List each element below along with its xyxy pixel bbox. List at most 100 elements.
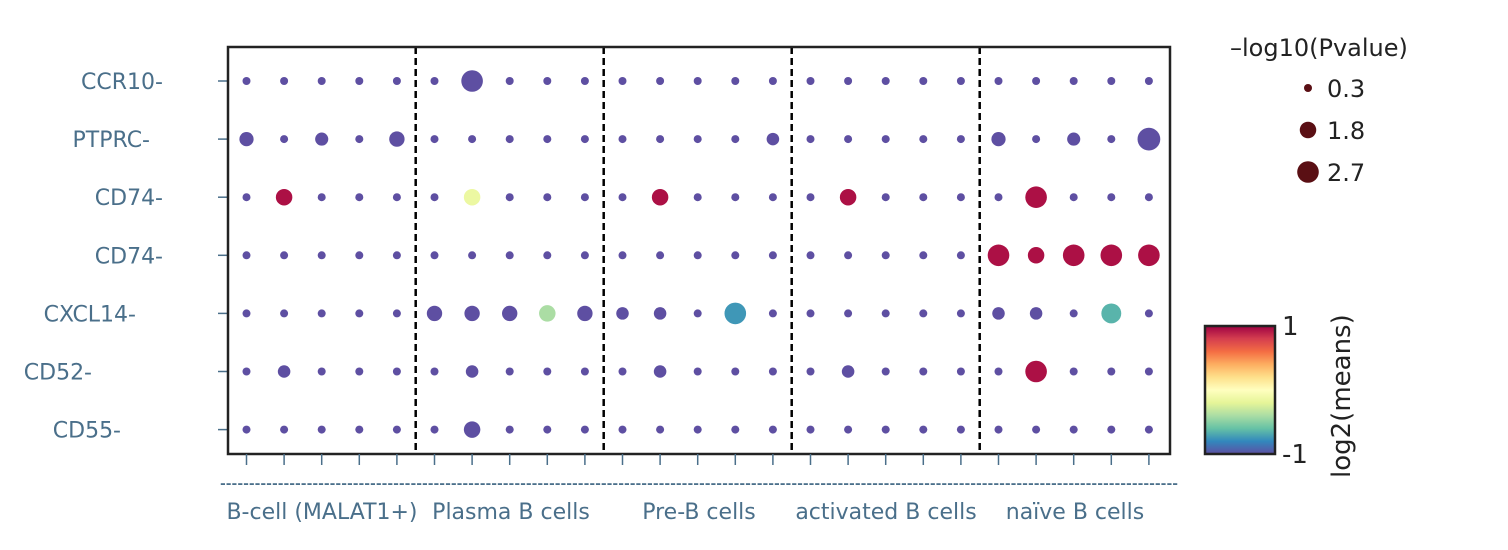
dot-3-23 bbox=[1100, 244, 1123, 267]
dot-0-21 bbox=[1032, 77, 1041, 85]
size-legend: 0.3 1.8 2.7 bbox=[1297, 75, 1365, 187]
dot-1-7 bbox=[505, 135, 514, 144]
dot-2-15 bbox=[806, 193, 815, 202]
y-label-2: CD74- bbox=[95, 186, 163, 211]
dot-4-1 bbox=[280, 309, 289, 318]
colorbar-tick-label-0: 1 bbox=[1282, 312, 1299, 342]
dot-1-1 bbox=[280, 135, 289, 144]
dot-4-15 bbox=[806, 309, 815, 318]
dot-3-14 bbox=[768, 251, 777, 260]
dot-3-16 bbox=[844, 251, 853, 260]
dot-1-20 bbox=[991, 131, 1006, 147]
x-group-label-3: activated B cells bbox=[795, 500, 976, 525]
y-label-3: CD74- bbox=[95, 244, 163, 269]
group-separators bbox=[414, 47, 981, 454]
dot-3-13 bbox=[731, 251, 740, 260]
dot-4-2 bbox=[317, 309, 326, 318]
dot-6-13 bbox=[731, 425, 740, 434]
x-axis-group-labels: B-cell (MALAT1+) Plasma B cells Pre-B cell… bbox=[226, 500, 1144, 525]
dot-0-4 bbox=[392, 77, 401, 85]
dot-4-16 bbox=[844, 309, 853, 318]
dot-2-17 bbox=[881, 193, 890, 202]
dot-6-12 bbox=[693, 425, 702, 434]
dot-5-13 bbox=[731, 367, 740, 376]
dot-1-12 bbox=[693, 135, 702, 144]
dot-1-24 bbox=[1137, 127, 1161, 151]
dot-3-22 bbox=[1062, 244, 1085, 267]
dot-5-2 bbox=[317, 367, 326, 376]
dot-6-8 bbox=[543, 425, 552, 434]
size-legend-title: –log10(Pvalue) bbox=[1230, 34, 1408, 62]
dot-2-7 bbox=[505, 193, 514, 202]
dot-2-14 bbox=[768, 193, 777, 202]
dot-0-23 bbox=[1107, 77, 1116, 85]
dot-3-6 bbox=[468, 251, 477, 260]
dot-5-20 bbox=[994, 367, 1003, 376]
dot-5-6 bbox=[465, 365, 479, 378]
dot-3-9 bbox=[580, 251, 589, 260]
dot-2-22 bbox=[1069, 193, 1078, 202]
dot-1-5 bbox=[430, 135, 439, 144]
dot-5-18 bbox=[919, 367, 928, 376]
dot-5-23 bbox=[1107, 367, 1116, 376]
dot-6-15 bbox=[806, 425, 815, 434]
dot-2-4 bbox=[392, 193, 401, 202]
dot-3-18 bbox=[919, 251, 928, 260]
data-points bbox=[239, 70, 1161, 438]
dot-0-13 bbox=[731, 77, 740, 85]
dot-6-16 bbox=[844, 425, 853, 434]
dot-5-16 bbox=[841, 365, 855, 378]
dot-1-21 bbox=[1032, 135, 1041, 144]
plot-frame bbox=[226, 45, 1172, 456]
y-label-0: CCR10- bbox=[81, 70, 163, 95]
x-group-label-2: Pre-B cells bbox=[642, 500, 756, 525]
size-legend-label-1: 1.8 bbox=[1327, 117, 1365, 145]
colorbar-tick-label-1: -1 bbox=[1282, 440, 1308, 470]
dot-1-8 bbox=[543, 135, 552, 144]
dot-2-19 bbox=[956, 193, 965, 202]
dot-0-12 bbox=[693, 77, 702, 85]
dot-1-14 bbox=[766, 132, 780, 146]
dot-4-23 bbox=[1101, 303, 1122, 324]
dot-2-0 bbox=[242, 193, 251, 202]
x-axis-ticks bbox=[245, 454, 1150, 465]
dot-6-9 bbox=[580, 425, 589, 434]
dot-2-2 bbox=[317, 193, 326, 202]
y-axis-ticks bbox=[218, 80, 228, 431]
dot-0-18 bbox=[919, 77, 928, 85]
dot-2-1 bbox=[275, 188, 293, 206]
dot-4-18 bbox=[919, 309, 928, 318]
dot-6-4 bbox=[392, 425, 401, 434]
dot-6-2 bbox=[317, 425, 326, 434]
dot-0-1 bbox=[280, 77, 289, 85]
dot-1-18 bbox=[919, 135, 928, 144]
colorbar-title: log2(means) bbox=[1327, 314, 1357, 478]
dot-5-24 bbox=[1144, 367, 1153, 376]
dot-0-14 bbox=[768, 77, 777, 85]
dot-2-24 bbox=[1144, 193, 1153, 202]
dot-5-1 bbox=[277, 365, 291, 378]
dot-3-20 bbox=[987, 244, 1010, 267]
dot-4-11 bbox=[653, 307, 667, 320]
dot-3-8 bbox=[543, 251, 552, 260]
dot-1-3 bbox=[355, 135, 364, 144]
dot-1-9 bbox=[580, 135, 589, 144]
dot-5-14 bbox=[768, 367, 777, 376]
dot-2-10 bbox=[618, 193, 627, 202]
dot-0-19 bbox=[956, 77, 965, 85]
dot-3-11 bbox=[656, 251, 665, 260]
dot-3-0 bbox=[242, 251, 251, 260]
y-label-5: CD52- bbox=[24, 361, 92, 386]
dot-0-24 bbox=[1144, 77, 1153, 85]
dot-3-5 bbox=[430, 251, 439, 260]
dot-5-10 bbox=[618, 367, 627, 376]
dot-5-12 bbox=[693, 367, 702, 376]
dot-5-0 bbox=[242, 367, 251, 376]
dot-1-6 bbox=[468, 135, 477, 144]
dot-4-7 bbox=[502, 305, 518, 322]
dot-6-14 bbox=[768, 425, 777, 434]
dot-4-19 bbox=[956, 309, 965, 318]
dot-6-19 bbox=[956, 425, 965, 434]
dot-0-8 bbox=[543, 77, 552, 85]
dot-0-6 bbox=[461, 70, 483, 92]
